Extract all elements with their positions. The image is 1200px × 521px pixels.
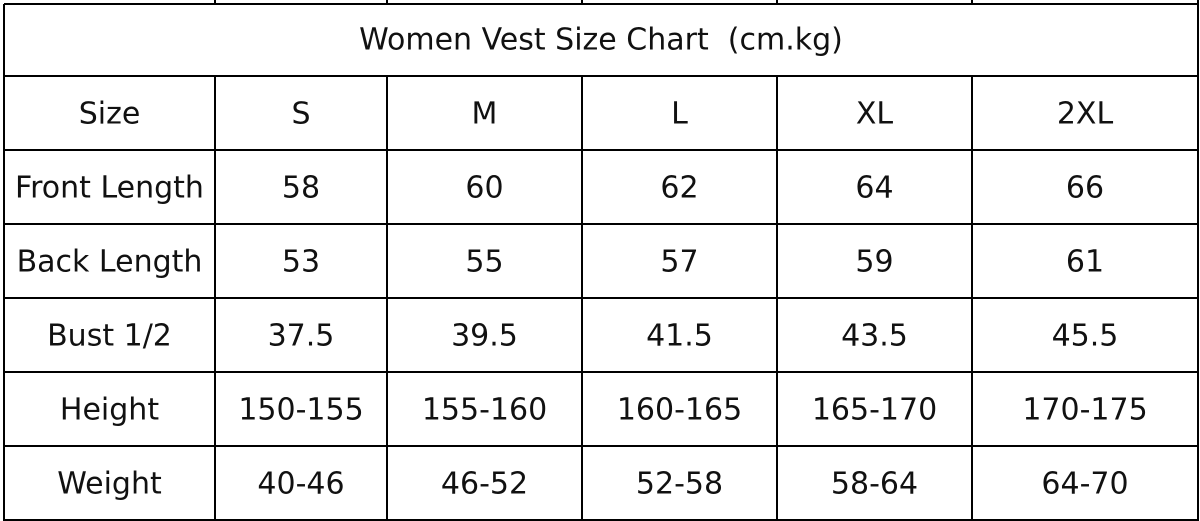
header-cell: M bbox=[472, 97, 498, 132]
table-cell: 62 bbox=[660, 171, 698, 206]
table-cell: 165-170 bbox=[812, 393, 937, 428]
table-cell: 60 bbox=[465, 171, 503, 206]
table-cell: 41.5 bbox=[646, 319, 713, 354]
table-cell: 59 bbox=[855, 245, 893, 280]
table-cell: 45.5 bbox=[1052, 319, 1119, 354]
table-cell: 66 bbox=[1066, 171, 1104, 206]
table-cell: 58 bbox=[282, 171, 320, 206]
table-cell: 150-155 bbox=[238, 393, 363, 428]
header-cell: 2XL bbox=[1057, 97, 1114, 132]
header-cell: Size bbox=[79, 97, 141, 132]
table-cell: 64-70 bbox=[1041, 467, 1128, 502]
row-label: Front Length bbox=[15, 171, 204, 206]
table-cell: 53 bbox=[282, 245, 320, 280]
header-cell: XL bbox=[856, 97, 894, 132]
table-cell: 55 bbox=[465, 245, 503, 280]
table-cell: 64 bbox=[855, 171, 893, 206]
table-cell: 170-175 bbox=[1022, 393, 1147, 428]
table-cell: 46-52 bbox=[441, 467, 528, 502]
table-title: Women Vest Size Chart (cm.kg) bbox=[359, 23, 843, 58]
header-cell: S bbox=[291, 97, 310, 132]
row-label: Bust 1/2 bbox=[47, 319, 172, 354]
row-label: Height bbox=[60, 393, 159, 428]
row-label: Back Length bbox=[17, 245, 203, 280]
table-grid bbox=[3, 0, 1199, 521]
table-cell: 37.5 bbox=[268, 319, 335, 354]
table-cell: 61 bbox=[1066, 245, 1104, 280]
table-cell: 43.5 bbox=[841, 319, 908, 354]
table-cell: 40-46 bbox=[257, 467, 344, 502]
table-cell: 52-58 bbox=[636, 467, 723, 502]
table-cell: 160-165 bbox=[617, 393, 742, 428]
row-label: Weight bbox=[57, 467, 162, 502]
table-cell: 57 bbox=[660, 245, 698, 280]
table-cell: 39.5 bbox=[451, 319, 518, 354]
header-cell: L bbox=[671, 97, 688, 132]
table-cell: 155-160 bbox=[422, 393, 547, 428]
table-cell: 58-64 bbox=[831, 467, 918, 502]
